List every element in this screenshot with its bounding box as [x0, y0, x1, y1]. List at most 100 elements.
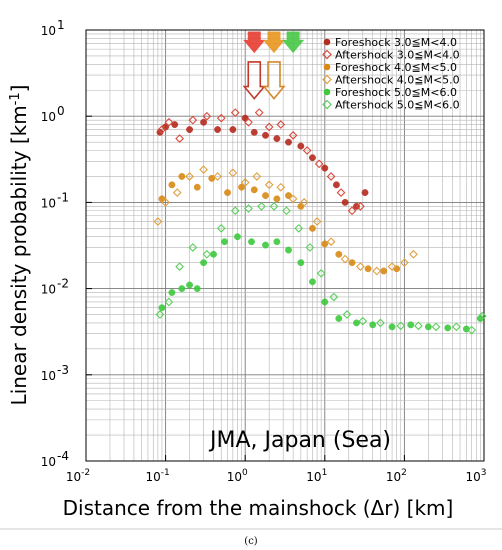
x-tick-label: 103	[465, 468, 486, 484]
data-point	[252, 172, 262, 181]
data-point	[276, 120, 286, 129]
data-point	[224, 189, 231, 197]
data-point	[273, 195, 281, 203]
data-point	[171, 121, 179, 129]
data-point	[216, 223, 226, 233]
data-point	[230, 108, 240, 118]
x-tick-label: 100	[227, 468, 248, 484]
y-axis-label: Linear density probability [km-1]	[7, 85, 31, 406]
data-point	[452, 322, 461, 332]
x-tick-base: 10	[306, 470, 321, 484]
data-point	[153, 217, 163, 226]
y-axis-label-sup: -1	[8, 92, 23, 105]
data-point	[158, 304, 166, 312]
y-tick-label: 10	[41, 24, 56, 38]
legend-label: Foreshock 5.0≦M<6.0	[335, 86, 457, 99]
data-point	[200, 259, 208, 267]
data-point	[172, 188, 182, 197]
data-point	[285, 138, 292, 146]
data-point	[193, 285, 201, 293]
x-tick-base: 10	[227, 470, 242, 484]
y-tick-label: 10	[41, 455, 56, 469]
legend-marker	[323, 63, 331, 71]
arrow-filled	[262, 31, 286, 54]
x-tick-base: 10	[465, 470, 480, 484]
data-point	[228, 168, 238, 178]
plot-frame	[85, 29, 485, 462]
data-point	[202, 249, 212, 259]
data-point	[332, 181, 340, 189]
data-point	[188, 243, 198, 252]
data-point	[244, 204, 253, 213]
arrow-filled	[243, 31, 266, 54]
data-point	[262, 131, 269, 139]
data-point	[285, 246, 292, 254]
y-tick-exp: -2	[57, 277, 69, 291]
data-point	[329, 292, 339, 302]
data-point	[188, 115, 198, 125]
data-point	[210, 250, 217, 258]
data-point	[264, 122, 274, 132]
data-point	[186, 126, 194, 134]
x-tick-exp: 1	[322, 468, 328, 478]
data-point	[372, 266, 382, 276]
data-point	[288, 194, 298, 204]
legend-entry: Foreshock 5.0≦M<6.0	[323, 86, 457, 99]
data-point	[186, 281, 194, 289]
data-point	[254, 108, 264, 118]
data-point	[361, 189, 369, 197]
data-point	[214, 126, 222, 134]
data-point	[200, 118, 208, 126]
data-point	[321, 240, 329, 248]
x-axis-label: Distance from the mainshock (Δr) [km]	[63, 496, 454, 520]
data-point	[369, 321, 377, 329]
data-point	[297, 202, 305, 210]
y-tick-base: 10	[41, 196, 56, 210]
data-point	[294, 223, 304, 233]
data-point	[164, 297, 174, 307]
data-point	[340, 254, 350, 264]
distance-arrows	[242, 31, 305, 100]
y-tick-exp: 0	[57, 104, 65, 118]
data-point	[400, 258, 409, 268]
data-point	[297, 259, 305, 267]
data-point	[175, 262, 184, 271]
data-point	[264, 180, 274, 190]
legend-marker	[323, 38, 331, 46]
legend-label: Foreshock 3.0≦M<4.0	[335, 36, 457, 49]
data-point	[342, 310, 352, 319]
series-group	[155, 201, 487, 335]
data-point	[250, 128, 258, 136]
data-point	[309, 154, 316, 162]
data-point	[248, 238, 255, 246]
data-point	[431, 322, 441, 332]
y-tick-label: 10	[41, 283, 56, 297]
data-point	[230, 206, 240, 216]
data-point	[396, 321, 406, 331]
data-point	[356, 201, 365, 211]
legend-entry: Foreshock 4.0≦M<5.0	[323, 61, 457, 74]
data-point	[161, 198, 170, 207]
figure-caption: (c)	[244, 536, 258, 547]
data-point	[376, 318, 385, 328]
data-point	[273, 238, 281, 246]
data-point	[309, 224, 316, 232]
data-point	[238, 183, 246, 191]
y-axis-label-end: ]	[7, 85, 31, 93]
y-axis-label-main: Linear density probability [km	[7, 105, 31, 405]
data-point	[380, 267, 388, 275]
data-point	[155, 310, 165, 319]
data-point	[309, 278, 316, 286]
data-point	[262, 241, 269, 249]
data-point	[314, 159, 324, 169]
data-point	[387, 262, 397, 271]
data-point	[250, 186, 258, 194]
arrow-hollow	[242, 61, 266, 100]
y-tick-base: 10	[41, 110, 56, 124]
data-point	[273, 135, 281, 143]
data-point	[178, 173, 186, 180]
data-point	[305, 243, 315, 252]
x-tick-exp: 3	[481, 468, 487, 478]
data-point	[467, 325, 477, 335]
